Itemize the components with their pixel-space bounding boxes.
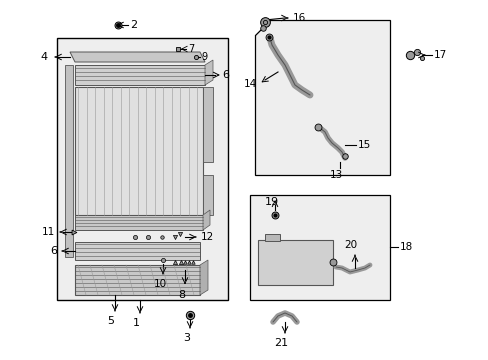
Text: 8: 8 — [178, 290, 185, 300]
Bar — [203, 87, 213, 162]
Bar — [75, 65, 204, 85]
Text: 6: 6 — [50, 246, 57, 256]
Bar — [57, 38, 227, 300]
Bar — [75, 215, 203, 230]
Polygon shape — [200, 260, 207, 295]
Text: 15: 15 — [357, 140, 370, 150]
Text: 21: 21 — [273, 338, 287, 348]
Bar — [258, 240, 332, 285]
Text: 5: 5 — [107, 316, 114, 326]
Polygon shape — [70, 52, 204, 62]
Polygon shape — [203, 210, 209, 230]
Text: 10: 10 — [153, 279, 166, 289]
Text: 20: 20 — [344, 240, 357, 250]
Text: 9: 9 — [201, 52, 207, 62]
Text: 11: 11 — [41, 227, 55, 237]
Text: 7: 7 — [187, 44, 194, 54]
Text: 1: 1 — [132, 318, 139, 328]
Bar — [203, 175, 213, 215]
Text: 17: 17 — [433, 50, 447, 60]
Bar — [264, 234, 280, 241]
Bar — [75, 265, 200, 295]
Text: 2: 2 — [130, 20, 137, 30]
Text: 18: 18 — [399, 242, 412, 252]
Text: 13: 13 — [329, 170, 342, 180]
Bar — [65, 65, 73, 257]
Text: 16: 16 — [292, 13, 305, 23]
Text: 6: 6 — [222, 70, 228, 80]
Text: 12: 12 — [201, 232, 214, 242]
Text: 14: 14 — [243, 79, 257, 89]
Polygon shape — [204, 60, 213, 85]
Text: 19: 19 — [264, 197, 279, 207]
Text: 3: 3 — [183, 333, 190, 343]
Bar — [75, 87, 203, 215]
Text: 4: 4 — [41, 52, 48, 62]
Polygon shape — [254, 20, 389, 175]
Bar — [249, 195, 389, 300]
Bar — [75, 242, 200, 260]
